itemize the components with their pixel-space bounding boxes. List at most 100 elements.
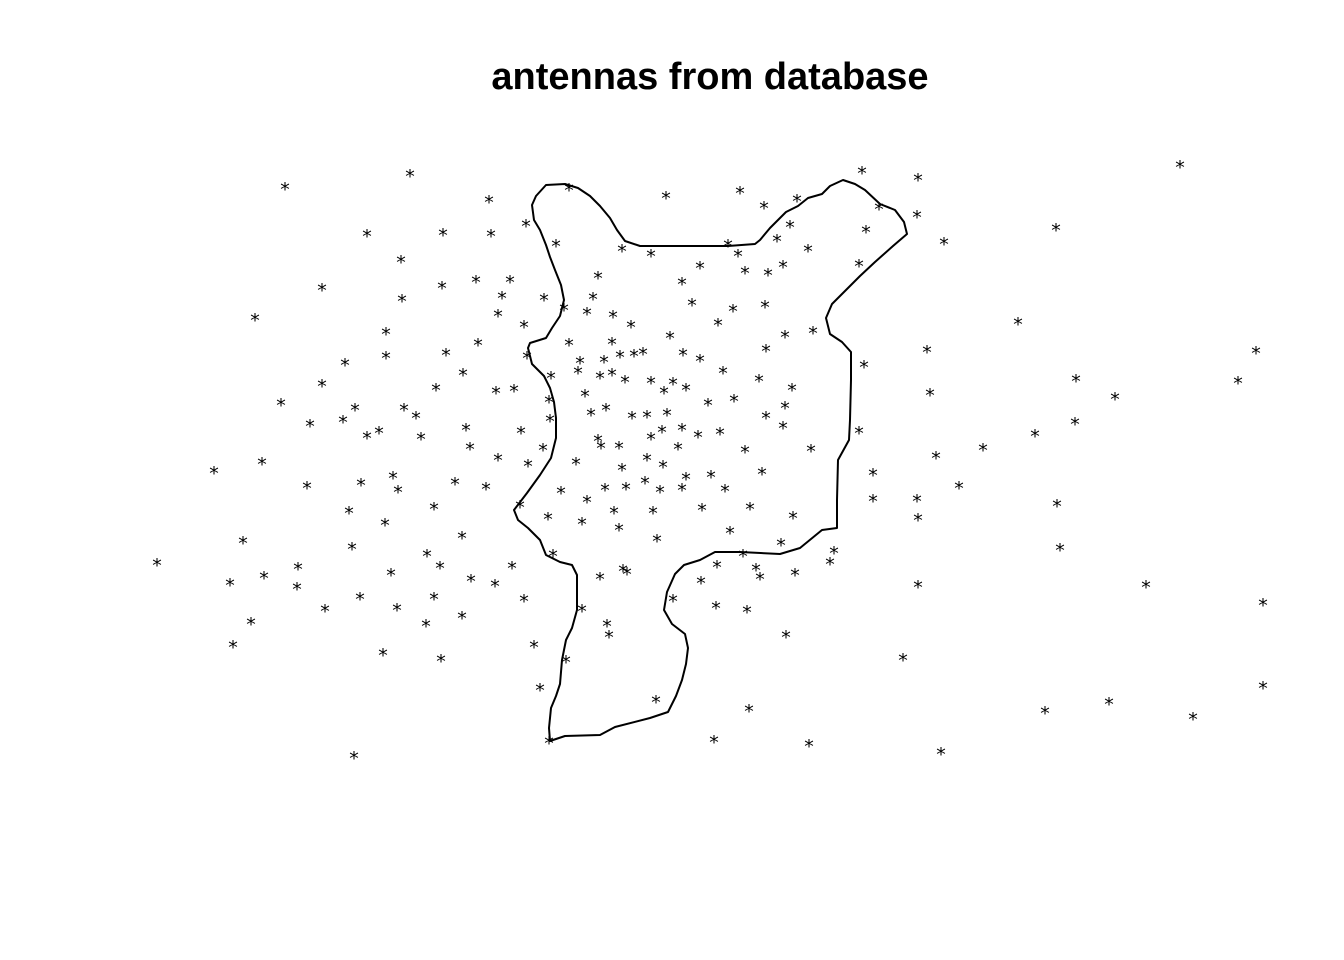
- antenna-marker: *: [388, 468, 398, 490]
- antenna-marker: *: [486, 226, 496, 248]
- antenna-marker: *: [1251, 343, 1261, 365]
- antenna-marker: *: [580, 386, 590, 408]
- antenna-marker: *: [1030, 426, 1040, 448]
- antenna-marker: *: [586, 405, 596, 427]
- antenna-marker: *: [522, 348, 532, 370]
- antenna-marker: *: [422, 546, 432, 568]
- antenna-marker: *: [1141, 577, 1151, 599]
- antenna-marker: *: [825, 554, 835, 576]
- antenna-marker: *: [925, 385, 935, 407]
- antenna-marker: *: [740, 442, 750, 464]
- antenna-marker: *: [374, 423, 384, 445]
- antenna-marker: *: [431, 380, 441, 402]
- antenna-marker: *: [874, 199, 884, 221]
- antenna-marker: *: [614, 438, 624, 460]
- antenna-marker: *: [778, 257, 788, 279]
- antenna-marker: *: [238, 533, 248, 555]
- antenna-marker: *: [607, 365, 617, 387]
- antenna-marker: *: [546, 368, 556, 390]
- antenna-marker: *: [763, 265, 773, 287]
- antenna-marker: *: [535, 680, 545, 702]
- antenna-marker: *: [577, 514, 587, 536]
- antenna-marker: *: [1051, 220, 1061, 242]
- antenna-marker: *: [429, 589, 439, 611]
- antenna-marker: *: [744, 701, 754, 723]
- antenna-marker: *: [347, 539, 357, 561]
- antenna-marker: *: [661, 188, 671, 210]
- antenna-marker: *: [588, 289, 598, 311]
- antenna-marker: *: [868, 465, 878, 487]
- antenna-marker: *: [868, 491, 878, 513]
- antenna-marker: *: [595, 569, 605, 591]
- antenna-marker: *: [228, 637, 238, 659]
- antenna-marker: *: [913, 170, 923, 192]
- antenna-marker: *: [695, 351, 705, 373]
- antenna-marker: *: [539, 290, 549, 312]
- antenna-marker: *: [642, 407, 652, 429]
- antenna-marker: *: [491, 383, 501, 405]
- antenna-marker: *: [421, 616, 431, 638]
- antenna-marker: *: [573, 363, 583, 385]
- antenna-marker: *: [471, 272, 481, 294]
- antenna-marker: *: [615, 347, 625, 369]
- antenna-marker: *: [435, 558, 445, 580]
- antenna-marker: *: [559, 300, 569, 322]
- antenna-marker: *: [280, 179, 290, 201]
- antenna-marker: *: [787, 380, 797, 402]
- antenna-marker: *: [706, 467, 716, 489]
- antenna-marker: *: [548, 546, 558, 568]
- antenna-marker: *: [607, 334, 617, 356]
- antenna-marker: *: [305, 416, 315, 438]
- antenna-marker: *: [780, 398, 790, 420]
- antenna-marker: *: [386, 565, 396, 587]
- antenna-marker: *: [293, 559, 303, 581]
- antenna-marker: *: [595, 368, 605, 390]
- antenna-marker: *: [397, 291, 407, 313]
- antenna-marker: *: [556, 483, 566, 505]
- antenna-marker: *: [939, 234, 949, 256]
- antenna-marker: *: [519, 317, 529, 339]
- antenna-marker: *: [668, 591, 678, 613]
- antenna-marker: *: [519, 591, 529, 613]
- antenna-marker: *: [497, 288, 507, 310]
- antenna-marker: *: [978, 440, 988, 462]
- antenna-marker: *: [913, 510, 923, 532]
- antenna-marker: *: [854, 256, 864, 278]
- antenna-marker: *: [621, 479, 631, 501]
- antenna-marker: *: [757, 464, 767, 486]
- antenna-marker: *: [648, 503, 658, 525]
- antenna-marker: *: [778, 418, 788, 440]
- antenna-marker: *: [761, 408, 771, 430]
- antenna-marker: *: [564, 335, 574, 357]
- antenna-marker: *: [922, 342, 932, 364]
- antenna-marker: *: [1071, 371, 1081, 393]
- antenna-marker: *: [854, 423, 864, 445]
- antenna-marker: *: [276, 395, 286, 417]
- antenna-marker: *: [720, 481, 730, 503]
- antenna-marker: *: [696, 573, 706, 595]
- antenna-marker: *: [405, 166, 415, 188]
- antenna-marker: *: [515, 497, 525, 519]
- antenna-marker: *: [509, 381, 519, 403]
- antenna-marker: *: [735, 183, 745, 205]
- antenna-marker: *: [622, 564, 632, 586]
- antenna-marker: *: [564, 180, 574, 202]
- antenna-marker: *: [695, 258, 705, 280]
- antenna-marker: *: [466, 571, 476, 593]
- antenna-marker: *: [760, 297, 770, 319]
- antenna-marker: *: [677, 420, 687, 442]
- antenna-marker: *: [350, 400, 360, 422]
- antenna-marker: *: [861, 222, 871, 244]
- antenna-marker: *: [718, 363, 728, 385]
- antenna-marker: *: [646, 429, 656, 451]
- antenna-marker: *: [302, 478, 312, 500]
- antenna-marker: *: [544, 733, 554, 755]
- antenna-marker: *: [1110, 389, 1120, 411]
- antenna-marker: *: [543, 509, 553, 531]
- antenna-marker: *: [898, 650, 908, 672]
- antenna-marker: *: [608, 307, 618, 329]
- antenna-marker: *: [380, 515, 390, 537]
- antenna-marker: *: [450, 474, 460, 496]
- antenna-marker: *: [561, 652, 571, 674]
